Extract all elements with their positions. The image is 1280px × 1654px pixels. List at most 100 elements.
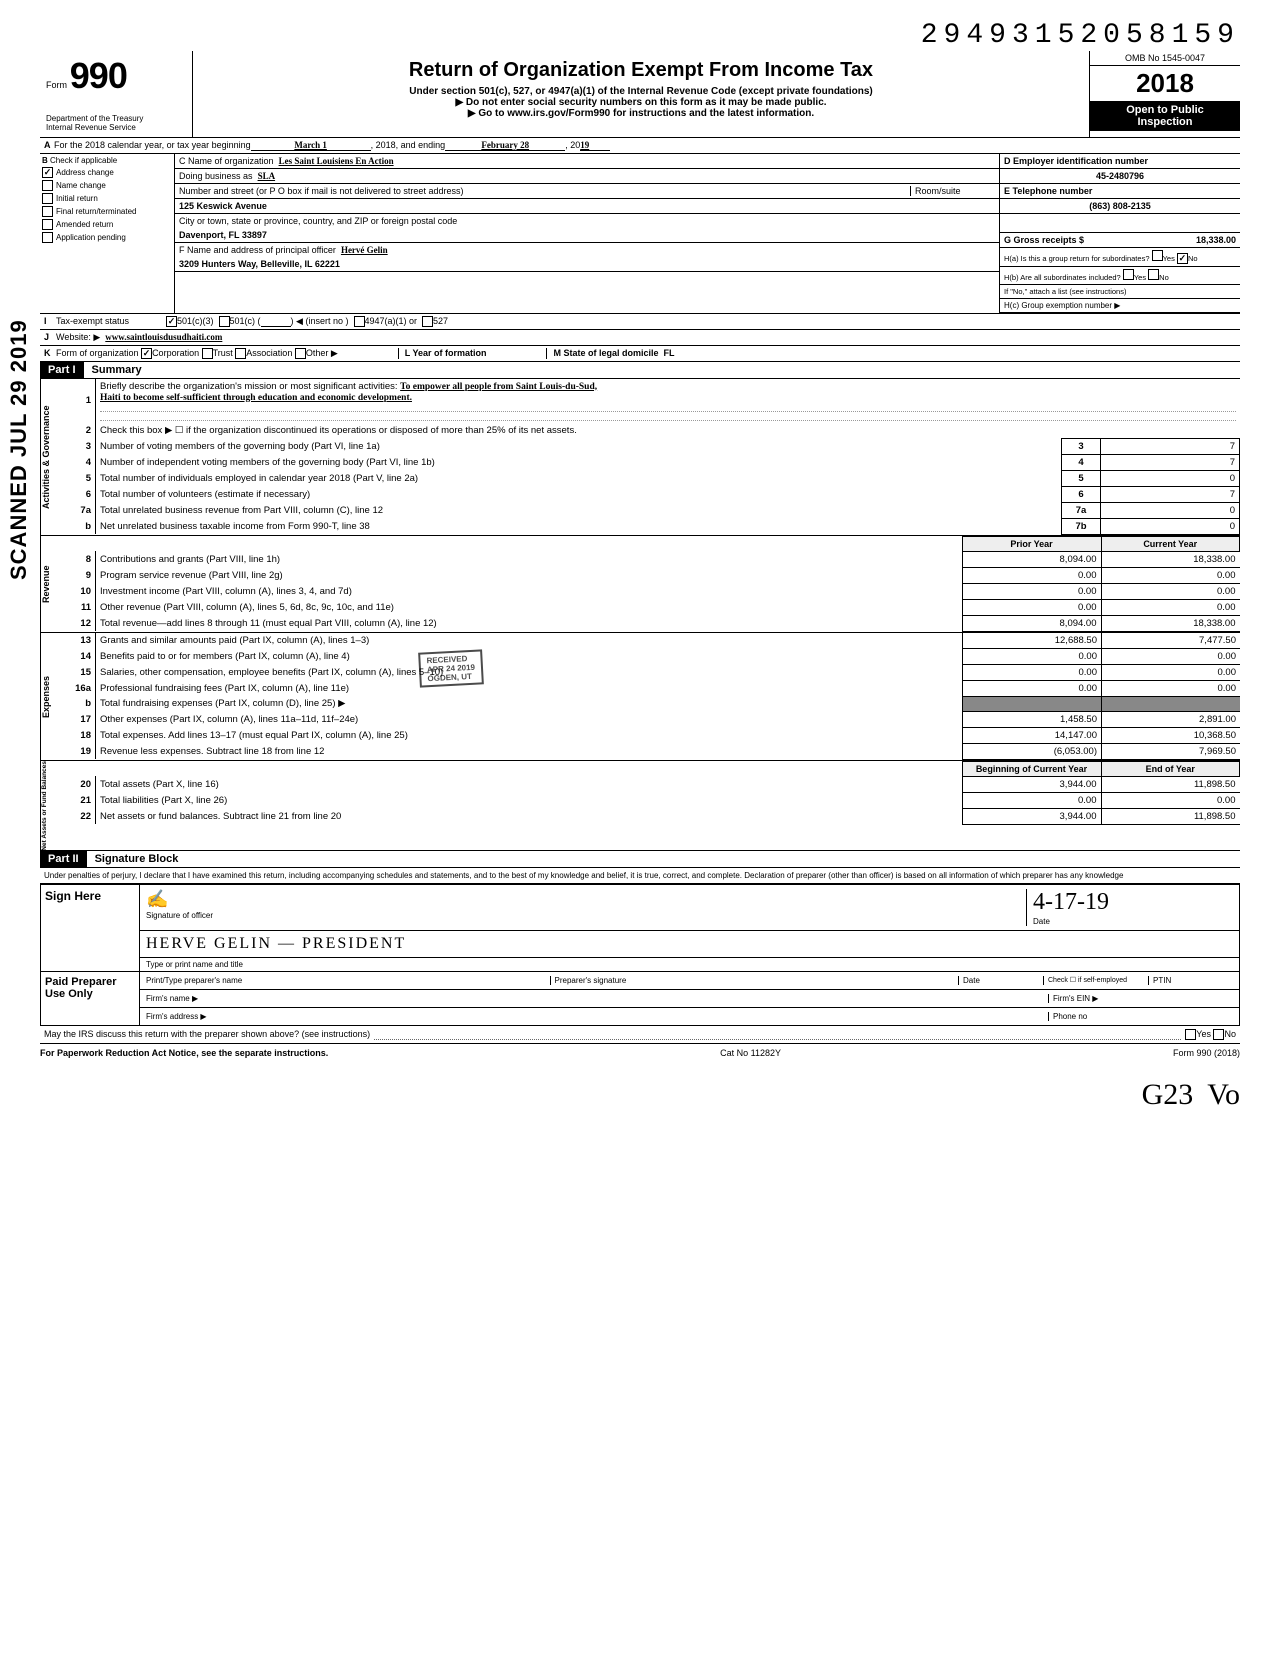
checkbox-final-return[interactable] bbox=[42, 206, 53, 217]
exp17-prior: 1,458.50 bbox=[963, 711, 1102, 727]
corp-label: Corporation bbox=[152, 348, 199, 359]
preparer-sig-label: Preparer's signature bbox=[550, 976, 959, 985]
col-b-header: Check if applicable bbox=[50, 156, 117, 165]
other-checkbox[interactable] bbox=[295, 348, 306, 359]
na20-num: 20 bbox=[59, 776, 96, 792]
current-year-header: Current Year bbox=[1101, 536, 1240, 551]
part-ii-title: Signature Block bbox=[87, 853, 179, 865]
exp16b-num: b bbox=[59, 696, 96, 711]
hb-note: If "No," attach a list (see instructions… bbox=[1000, 285, 1240, 299]
row4-text: Number of independent voting members of … bbox=[96, 454, 1062, 470]
row7b-box: 7b bbox=[1062, 518, 1101, 534]
org-name-label: C Name of organization bbox=[179, 156, 274, 166]
may-irs-text: May the IRS discuss this return with the… bbox=[44, 1029, 370, 1040]
rev12-curr: 18,338.00 bbox=[1101, 615, 1240, 631]
checkbox-amended[interactable] bbox=[42, 219, 53, 230]
signature-block: Sign Here ✍ Signature of officer 4-17-19… bbox=[40, 884, 1240, 1026]
net-assets-section: Net Assets or Fund Balances Beginning of… bbox=[40, 761, 1240, 852]
trust-checkbox[interactable] bbox=[202, 348, 213, 359]
exp19-prior: (6,053.00) bbox=[963, 743, 1102, 759]
checkbox-name-change[interactable] bbox=[42, 180, 53, 191]
penalty-statement: Under penalties of perjury, I declare th… bbox=[40, 868, 1240, 884]
rev9-prior: 0.00 bbox=[962, 567, 1101, 583]
line-a-text3: , 20 bbox=[565, 140, 580, 151]
form-org-label: Form of organization bbox=[56, 348, 139, 359]
exp16b-text: Total fundraising expenses (Part IX, col… bbox=[96, 696, 963, 711]
revenue-section: Revenue Prior YearCurrent Year 8Contribu… bbox=[40, 536, 1240, 633]
row7a-num: 7a bbox=[59, 502, 96, 518]
501c-checkbox[interactable] bbox=[219, 316, 230, 327]
officer-address: 3209 Hunters Way, Belleville, IL 62221 bbox=[179, 259, 340, 269]
line-k: K Form of organization ✓ Corporation Tru… bbox=[40, 346, 1240, 362]
checkbox-initial-return[interactable] bbox=[42, 193, 53, 204]
527-checkbox[interactable] bbox=[422, 316, 433, 327]
trust-label: Trust bbox=[213, 348, 233, 359]
label-name-change: Name change bbox=[56, 181, 106, 190]
exp13-curr: 7,477.50 bbox=[1102, 633, 1241, 649]
501c3-label: 501(c)(3) bbox=[177, 316, 214, 327]
na20-prior: 3,944.00 bbox=[962, 776, 1101, 792]
assoc-label: Association bbox=[246, 348, 292, 359]
phone-label: E Telephone number bbox=[1004, 186, 1092, 196]
row5-val: 0 bbox=[1101, 470, 1240, 486]
preparer-name-label: Print/Type preparer's name bbox=[146, 976, 550, 985]
may-irs-no: No bbox=[1224, 1029, 1236, 1040]
exp18-num: 18 bbox=[59, 727, 96, 743]
rev10-num: 10 bbox=[59, 583, 96, 599]
expenses-side-label: Expenses bbox=[40, 633, 59, 760]
4947-checkbox[interactable] bbox=[354, 316, 365, 327]
rev9-num: 9 bbox=[59, 567, 96, 583]
row4-num: 4 bbox=[59, 454, 96, 470]
exp16a-curr: 0.00 bbox=[1102, 680, 1241, 696]
rev11-prior: 0.00 bbox=[962, 599, 1101, 615]
exp15-text: Salaries, other compensation, employee b… bbox=[96, 664, 963, 680]
501c3-checkbox[interactable]: ✓ bbox=[166, 316, 177, 327]
line-j: J Website: ▶ www.saintlouisdusudhaiti.co… bbox=[40, 330, 1240, 346]
line2-num: 2 bbox=[59, 423, 96, 439]
rev8-curr: 18,338.00 bbox=[1101, 551, 1240, 567]
na22-num: 22 bbox=[59, 808, 96, 824]
checkbox-application-pending[interactable] bbox=[42, 232, 53, 243]
city-label: City or town, state or province, country… bbox=[179, 216, 457, 226]
exp15-prior: 0.00 bbox=[963, 664, 1102, 680]
exp16b-prior bbox=[963, 696, 1102, 711]
identification-grid: B Check if applicable ✓Address change Na… bbox=[40, 154, 1240, 314]
row5-text: Total number of individuals employed in … bbox=[96, 470, 1062, 486]
preparer-date-label: Date bbox=[958, 976, 1043, 985]
rev9-text: Program service revenue (Part VIII, line… bbox=[96, 567, 963, 583]
may-irs-no-checkbox[interactable] bbox=[1213, 1029, 1224, 1040]
may-irs-yes-checkbox[interactable] bbox=[1185, 1029, 1196, 1040]
exp16a-text: Professional fundraising fees (Part IX, … bbox=[96, 680, 963, 696]
dba-value: SLA bbox=[258, 171, 276, 181]
form-title: Return of Organization Exempt From Incom… bbox=[201, 59, 1081, 82]
room-label: Room/suite bbox=[910, 186, 995, 196]
line-a-text1: For the 2018 calendar year, or tax year … bbox=[54, 140, 251, 151]
hb-yes-checkbox[interactable] bbox=[1123, 269, 1134, 280]
self-employed-label: Check ☐ if self-employed bbox=[1043, 976, 1148, 985]
website-value: www.saintlouisdusudhaiti.com bbox=[105, 332, 222, 343]
line-a-text2: , 2018, and ending bbox=[371, 140, 446, 151]
assoc-checkbox[interactable] bbox=[235, 348, 246, 359]
begin-year-header: Beginning of Current Year bbox=[962, 761, 1101, 776]
gross-receipts-value: 18,338.00 bbox=[1196, 235, 1236, 245]
ha-yes-checkbox[interactable] bbox=[1152, 250, 1163, 261]
hb-no-checkbox[interactable] bbox=[1148, 269, 1159, 280]
ptin-label: PTIN bbox=[1148, 976, 1233, 985]
may-irs-yes: Yes bbox=[1196, 1029, 1211, 1040]
rev8-num: 8 bbox=[59, 551, 96, 567]
ha-no-checkbox[interactable]: ✓ bbox=[1177, 253, 1188, 264]
label-amended: Amended return bbox=[56, 220, 113, 229]
501c-insert: ) ◀ (insert no ) bbox=[291, 316, 349, 327]
label-application-pending: Application pending bbox=[56, 233, 126, 242]
na21-prior: 0.00 bbox=[962, 792, 1101, 808]
line-i-label: I bbox=[44, 316, 56, 327]
row7a-val: 0 bbox=[1101, 502, 1240, 518]
na22-curr: 11,898.50 bbox=[1101, 808, 1240, 824]
corp-checkbox[interactable]: ✓ bbox=[141, 348, 152, 359]
row5-box: 5 bbox=[1062, 470, 1101, 486]
rev12-prior: 8,094.00 bbox=[962, 615, 1101, 631]
checkbox-address-change[interactable]: ✓ bbox=[42, 167, 53, 178]
exp14-prior: 0.00 bbox=[963, 648, 1102, 664]
na20-text: Total assets (Part X, line 16) bbox=[96, 776, 963, 792]
scanned-stamp: SCANNED JUL 29 2019 bbox=[6, 319, 32, 580]
